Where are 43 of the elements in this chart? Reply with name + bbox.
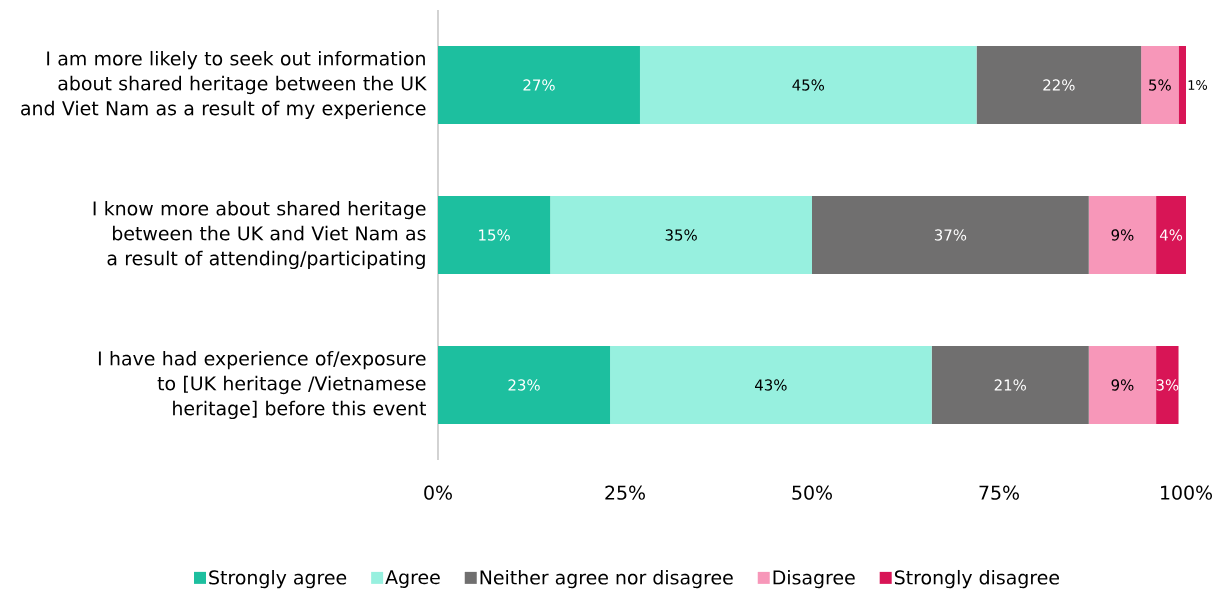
data-label: 35% [665, 229, 697, 241]
y-tick-label: I know more about shared heritage between the UK and Viet Nam as a result of attending/participating [93, 200, 426, 270]
x-tick-label: 50% [792, 485, 832, 500]
bar [1156, 196, 1187, 274]
legend-label: Agree [385, 570, 440, 588]
bar [438, 346, 611, 424]
legend-label: Disagree [773, 569, 855, 589]
x-tick-label: 100% [1161, 485, 1212, 500]
legend-label: Strongly agree [209, 569, 347, 589]
bar [931, 346, 1089, 424]
bar [550, 196, 812, 274]
data-label: 1% [1188, 80, 1208, 90]
data-label: 5% [1149, 79, 1171, 91]
bar [1088, 196, 1157, 274]
bar [1141, 46, 1179, 124]
bar [1156, 346, 1179, 424]
x-tick-label: 0% [424, 485, 452, 500]
bar [1178, 46, 1187, 124]
data-label: 22% [1043, 79, 1075, 91]
x-tick-label: 25% [605, 485, 645, 500]
x-tick-label: 75% [979, 485, 1019, 500]
data-label: 45% [792, 79, 825, 91]
y-tick-label: I am more likely to seek out information about shared heritage between the UK and Viet Nam as a result of my experience [21, 50, 427, 120]
data-label: 9% [1111, 229, 1134, 241]
data-label: 43% [755, 379, 787, 391]
data-label: 9% [1111, 379, 1134, 391]
data-label: 21% [994, 379, 1027, 391]
legend-label: Strongly disagree [894, 569, 1059, 589]
bar [438, 46, 640, 124]
data-label: 37% [934, 229, 967, 241]
data-label: 27% [523, 79, 555, 91]
legend-label: Neither agree nor disagree [480, 569, 733, 589]
bar [639, 46, 977, 124]
bar [438, 196, 551, 274]
bar [610, 346, 932, 424]
bar [812, 196, 1089, 274]
data-label: 15% [479, 229, 510, 241]
data-label: 4% [1159, 229, 1183, 241]
data-label: 23% [508, 379, 540, 391]
bar [1088, 346, 1157, 424]
y-tick-label: I have had experience of/exposure to [UK heritage /Vietnamese heritage] before this event [98, 350, 426, 420]
bar [976, 46, 1142, 124]
data-label: 3% [1156, 379, 1179, 391]
